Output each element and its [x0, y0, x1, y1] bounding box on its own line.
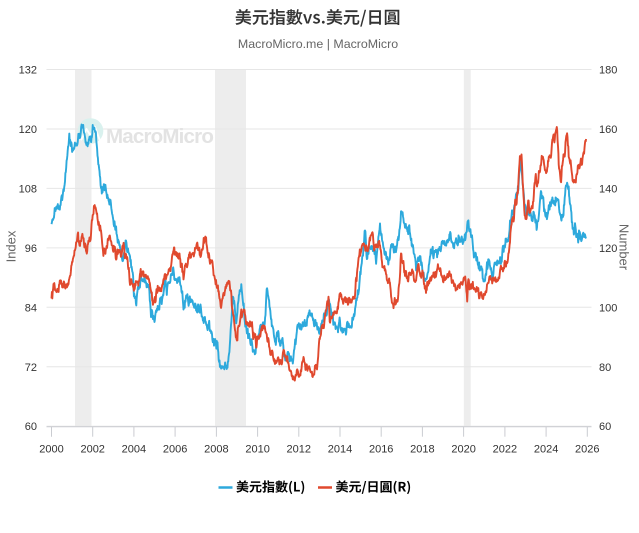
svg-text:120: 120 [19, 124, 37, 136]
svg-text:2014: 2014 [328, 444, 352, 456]
svg-text:160: 160 [599, 124, 617, 136]
svg-text:Number: Number [617, 224, 632, 271]
svg-text:2018: 2018 [410, 444, 434, 456]
svg-text:2016: 2016 [369, 444, 393, 456]
svg-text:MacroMicro.me | MacroMicro: MacroMicro.me | MacroMicro [238, 37, 398, 51]
svg-text:80: 80 [599, 362, 611, 374]
svg-text:140: 140 [599, 183, 617, 195]
svg-text:2000: 2000 [39, 444, 63, 456]
svg-text:132: 132 [19, 65, 37, 77]
svg-text:60: 60 [599, 421, 611, 433]
svg-text:180: 180 [599, 65, 617, 77]
svg-text:2006: 2006 [163, 444, 187, 456]
svg-text:Index: Index [4, 230, 19, 262]
svg-text:108: 108 [19, 183, 37, 195]
svg-text:2004: 2004 [122, 444, 146, 456]
svg-text:2022: 2022 [493, 444, 517, 456]
svg-text:2010: 2010 [245, 444, 269, 456]
svg-text:2008: 2008 [204, 444, 228, 456]
svg-text:2012: 2012 [287, 444, 311, 456]
svg-text:84: 84 [25, 302, 37, 314]
svg-text:120: 120 [599, 243, 617, 255]
svg-text:2002: 2002 [80, 444, 104, 456]
svg-text:100: 100 [599, 302, 617, 314]
svg-text:2020: 2020 [451, 444, 475, 456]
svg-text:96: 96 [25, 243, 37, 255]
svg-text:2024: 2024 [534, 444, 558, 456]
svg-text:2026: 2026 [575, 444, 599, 456]
svg-text:72: 72 [25, 362, 37, 374]
svg-text:60: 60 [25, 421, 37, 433]
svg-text:MacroMicro: MacroMicro [106, 125, 213, 148]
